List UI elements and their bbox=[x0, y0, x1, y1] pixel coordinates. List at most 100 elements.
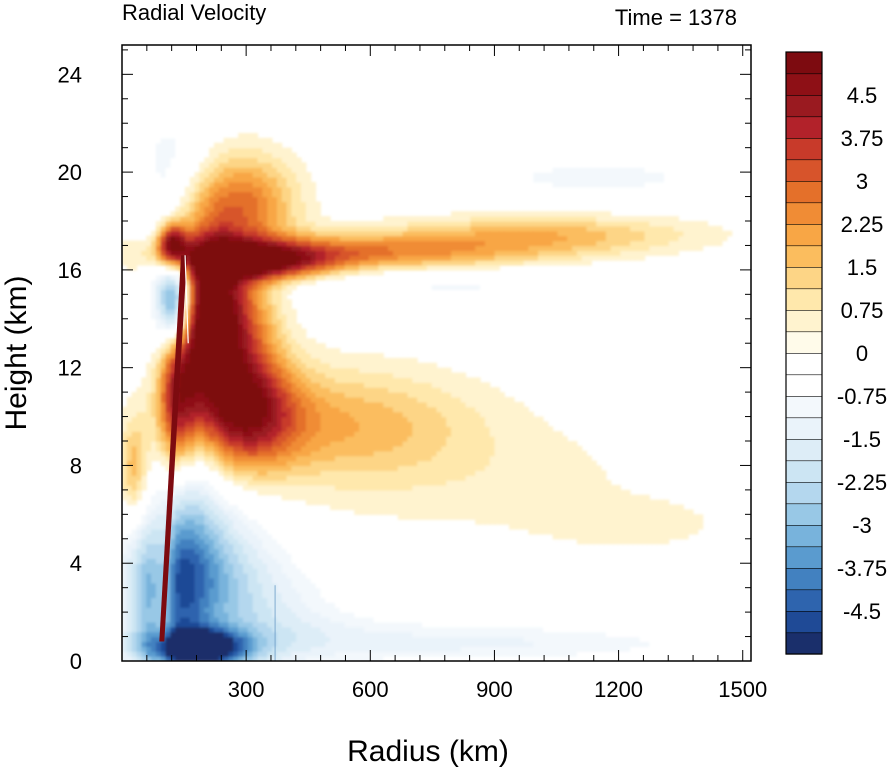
heatmap-cell bbox=[126, 397, 133, 403]
heatmap-cell bbox=[151, 206, 157, 212]
heatmap-cell bbox=[388, 294, 394, 300]
heatmap-cell bbox=[296, 401, 302, 408]
heatmap-cell bbox=[363, 382, 370, 388]
heatmap-cell bbox=[339, 372, 346, 379]
heatmap-cell bbox=[194, 304, 201, 310]
heatmap-cell bbox=[247, 617, 254, 623]
heatmap-cell bbox=[223, 411, 230, 418]
heatmap-cell bbox=[267, 269, 273, 276]
heatmap-cell bbox=[252, 289, 259, 295]
heatmap-cell bbox=[271, 201, 278, 207]
heatmap-cell bbox=[141, 636, 147, 643]
heatmap-cell bbox=[238, 411, 244, 418]
heatmap-cell bbox=[141, 186, 147, 193]
heatmap-cell bbox=[291, 617, 297, 623]
heatmap-cell bbox=[165, 221, 171, 227]
heatmap-cell bbox=[223, 543, 230, 550]
heatmap-cell bbox=[194, 621, 201, 628]
heatmap-cell bbox=[170, 240, 176, 247]
heatmap-cell bbox=[344, 504, 351, 511]
heatmap-cell bbox=[165, 377, 171, 383]
heatmap-cell bbox=[402, 617, 409, 623]
heatmap-cell bbox=[209, 597, 215, 603]
heatmap-cell bbox=[189, 401, 196, 408]
heatmap-cell bbox=[155, 450, 162, 457]
heatmap-cell bbox=[305, 573, 312, 579]
heatmap-cell bbox=[160, 372, 167, 379]
heatmap-cell bbox=[363, 607, 370, 613]
heatmap-cell bbox=[233, 592, 239, 599]
heatmap-cell bbox=[276, 626, 283, 633]
heatmap-cell bbox=[305, 387, 312, 393]
heatmap-cell bbox=[160, 548, 167, 555]
heatmap-cell bbox=[160, 299, 167, 305]
heatmap-cell bbox=[271, 470, 278, 476]
heatmap-cell bbox=[165, 289, 171, 295]
heatmap-cell bbox=[170, 309, 176, 315]
heatmap-cell bbox=[131, 543, 138, 550]
heatmap-cell bbox=[325, 250, 331, 256]
heatmap-cell bbox=[194, 177, 201, 183]
heatmap-cell bbox=[165, 279, 171, 286]
heatmap-cell bbox=[252, 348, 259, 354]
heatmap-cell bbox=[276, 621, 283, 628]
heatmap-cell bbox=[228, 225, 234, 232]
heatmap-cell bbox=[160, 421, 167, 427]
heatmap-cell bbox=[160, 162, 167, 168]
heatmap-cell bbox=[402, 631, 409, 638]
heatmap-cell bbox=[228, 626, 234, 633]
heatmap-cell bbox=[175, 240, 181, 247]
heatmap-cell bbox=[286, 147, 292, 154]
heatmap-cell bbox=[131, 602, 138, 608]
heatmap-cell bbox=[392, 431, 399, 437]
heatmap-cell bbox=[238, 480, 244, 486]
heatmap-cell bbox=[122, 548, 128, 555]
heatmap-cell bbox=[170, 260, 176, 266]
heatmap-cell bbox=[194, 475, 201, 481]
heatmap-cell bbox=[349, 255, 355, 261]
heatmap-cell bbox=[267, 617, 273, 623]
heatmap-cell bbox=[378, 240, 384, 247]
heatmap-cell bbox=[281, 201, 288, 207]
heatmap-cell bbox=[165, 118, 171, 124]
heatmap-cell bbox=[339, 260, 346, 266]
heatmap-cell bbox=[344, 406, 351, 413]
heatmap-cell bbox=[286, 445, 292, 452]
heatmap-cell bbox=[199, 299, 205, 305]
heatmap-cell bbox=[126, 406, 133, 413]
heatmap-cell bbox=[262, 377, 268, 383]
heatmap-cell bbox=[228, 455, 234, 462]
heatmap-cell bbox=[344, 260, 351, 266]
heatmap-cell bbox=[388, 441, 394, 447]
heatmap-cell bbox=[301, 401, 307, 408]
heatmap-cell bbox=[291, 250, 297, 256]
heatmap-cell bbox=[354, 607, 360, 613]
heatmap-cell bbox=[271, 221, 278, 227]
heatmap-cell bbox=[209, 533, 215, 540]
heatmap-cell bbox=[209, 480, 215, 486]
heatmap-cell bbox=[305, 421, 312, 427]
heatmap-cell bbox=[155, 416, 162, 423]
heatmap-cell bbox=[407, 377, 413, 383]
heatmap-cell bbox=[238, 392, 244, 398]
heatmap-cell bbox=[296, 489, 302, 496]
heatmap-cell bbox=[170, 167, 176, 173]
heatmap-cell bbox=[252, 450, 259, 457]
heatmap-cell bbox=[194, 353, 201, 359]
heatmap-cell bbox=[296, 181, 302, 188]
heatmap-cell bbox=[252, 265, 259, 271]
heatmap-cell bbox=[271, 577, 278, 584]
heatmap-cell bbox=[252, 274, 259, 281]
heatmap-cell bbox=[325, 621, 331, 628]
heatmap-cell bbox=[407, 504, 413, 511]
heatmap-cell bbox=[247, 333, 254, 339]
heatmap-cell bbox=[378, 455, 384, 462]
heatmap-cell bbox=[146, 186, 152, 193]
heatmap-cell bbox=[339, 475, 346, 481]
heatmap-cell bbox=[122, 465, 128, 471]
heatmap-cell bbox=[238, 279, 244, 286]
heatmap-cell bbox=[291, 333, 297, 339]
heatmap-cell bbox=[204, 524, 210, 530]
heatmap-cell bbox=[397, 485, 404, 491]
heatmap-cell bbox=[223, 392, 230, 398]
